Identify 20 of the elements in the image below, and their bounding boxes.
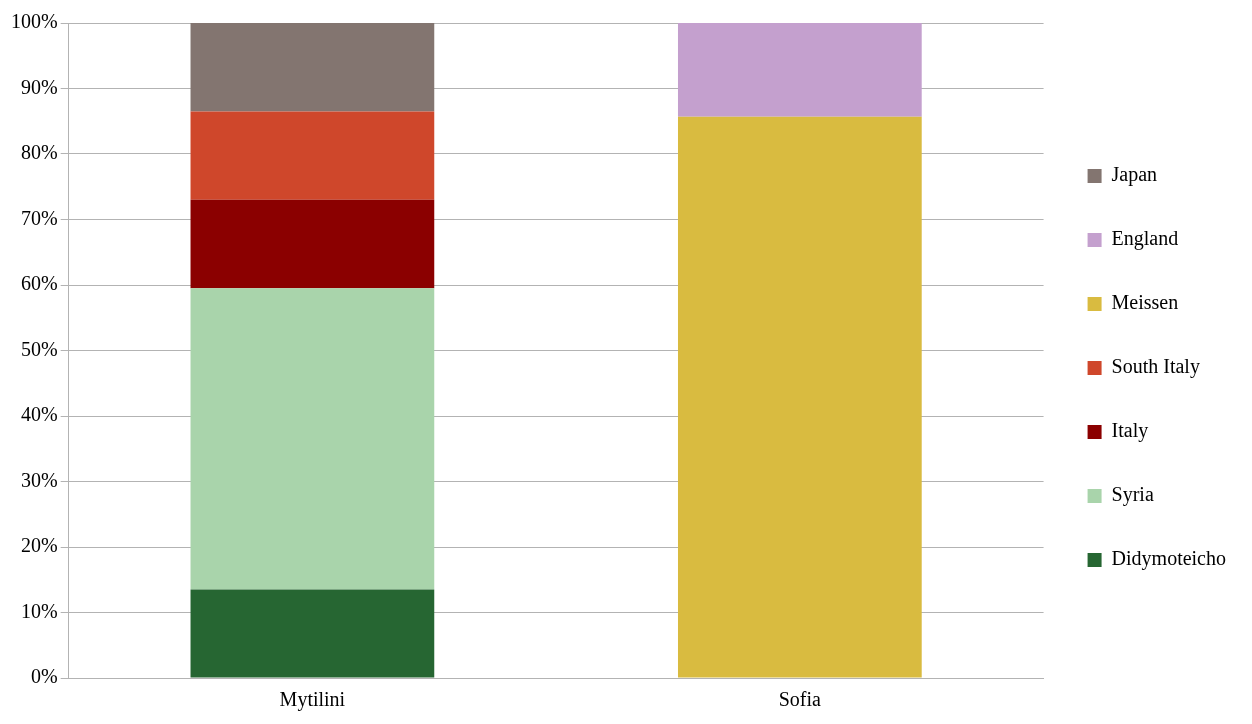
y-tick-label: 100% bbox=[10, 10, 58, 33]
x-tick-label: Mytilini bbox=[279, 688, 346, 712]
legend-label: Syria bbox=[1111, 483, 1154, 507]
y-tick-label: 90% bbox=[20, 75, 58, 98]
y-tick-label: 0% bbox=[30, 665, 58, 688]
y-tick-label: 20% bbox=[20, 534, 58, 557]
legend-label: Japan bbox=[1111, 163, 1158, 187]
y-tick-label: 30% bbox=[20, 468, 58, 491]
y-tick-label: 70% bbox=[20, 206, 58, 229]
legend-label: England bbox=[1111, 227, 1179, 251]
y-tick-label: 60% bbox=[20, 272, 58, 295]
y-tick-label: 10% bbox=[20, 599, 58, 622]
y-tick-label: 40% bbox=[20, 403, 58, 426]
y-tick-label: 50% bbox=[20, 337, 58, 360]
legend-label: South Italy bbox=[1111, 355, 1200, 379]
legend-label: Didymoteicho bbox=[1111, 547, 1227, 571]
legend-label: Meissen bbox=[1111, 291, 1179, 314]
x-tick-label: Sofia bbox=[778, 688, 822, 711]
legend-label: Italy bbox=[1111, 419, 1149, 443]
y-tick-label: 80% bbox=[20, 141, 58, 164]
